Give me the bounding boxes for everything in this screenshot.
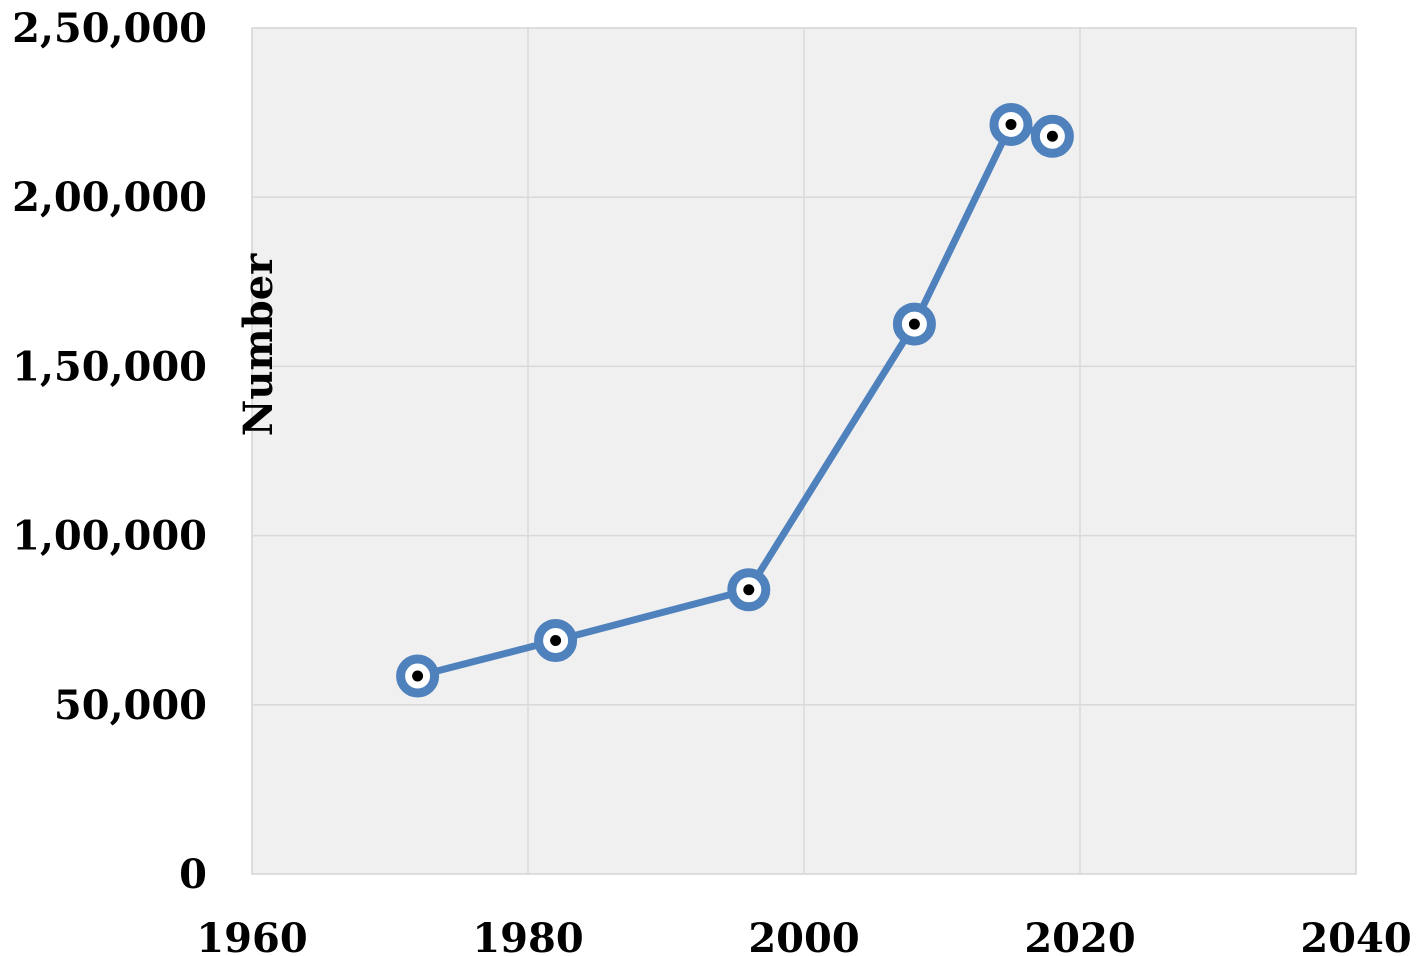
data-point-dot — [1005, 118, 1017, 130]
y-axis-title: Number — [235, 253, 282, 436]
y-tick-label: 2,50,000 — [12, 5, 207, 52]
y-tick-label: 0 — [179, 851, 207, 898]
x-tick-label: 2040 — [1300, 915, 1411, 956]
data-point-dot — [908, 318, 920, 330]
x-tick-label: 2020 — [1024, 915, 1135, 956]
y-tick-label: 50,000 — [54, 682, 207, 729]
data-point-dot — [1046, 130, 1058, 142]
y-tick-label: 1,50,000 — [12, 343, 207, 390]
data-point-dot — [550, 635, 562, 647]
x-tick-label: 1980 — [472, 915, 583, 956]
x-tick-label: 1960 — [196, 915, 307, 956]
grid-lines — [251, 27, 1357, 875]
x-axis-ticks: 1960 1980 2000 2020 2040 — [196, 915, 1411, 956]
x-tick-label: 2000 — [748, 915, 859, 956]
data-point-dot — [743, 584, 755, 596]
series-number — [396, 102, 1074, 698]
y-tick-label: 1,00,000 — [12, 513, 207, 560]
y-tick-label: 2,00,000 — [12, 174, 207, 221]
y-axis-ticks: 0 50,000 1,00,000 1,50,000 2,00,000 2,50,000 — [12, 5, 207, 898]
data-point-dot — [412, 670, 424, 682]
